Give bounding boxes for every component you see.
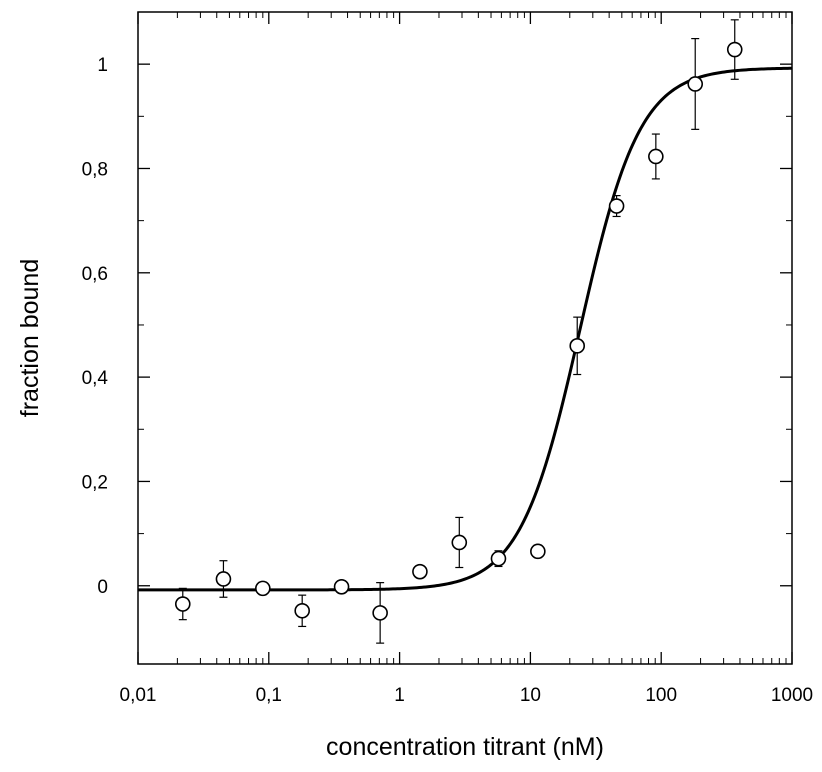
plot-frame xyxy=(137,11,793,665)
data-point xyxy=(569,338,586,354)
data-point xyxy=(530,543,546,560)
x-tick-label: 10 xyxy=(520,685,541,706)
data-point xyxy=(174,596,191,612)
data-point xyxy=(372,605,388,621)
data-point xyxy=(255,580,271,597)
x-axis-label: concentration titrant (nM) xyxy=(326,733,604,761)
data-point xyxy=(687,76,704,92)
y-tick-label: 0,8 xyxy=(82,159,108,180)
y-tick-label: 0,6 xyxy=(82,264,108,285)
x-tick-label: 1 xyxy=(394,685,405,706)
data-point xyxy=(412,563,428,580)
data-points xyxy=(174,19,743,644)
x-tick-label: 1000 xyxy=(771,685,813,706)
data-point xyxy=(294,602,310,619)
data-point xyxy=(608,198,625,214)
x-tick-label: 0,01 xyxy=(120,685,157,706)
y-tick-label: 1 xyxy=(97,55,108,76)
data-point xyxy=(451,534,468,551)
data-point xyxy=(215,571,232,587)
y-axis-label: fraction bound xyxy=(16,259,44,417)
y-tick-label: 0,4 xyxy=(82,368,109,389)
data-point xyxy=(490,550,507,567)
y-axis-ticks: 0 0,2 0,4 0,6 0,8 1 xyxy=(82,55,792,598)
data-point xyxy=(333,579,350,595)
data-point xyxy=(726,41,743,58)
data-point xyxy=(648,148,664,165)
y-tick-label: 0 xyxy=(97,577,108,598)
x-tick-label: 100 xyxy=(645,685,677,706)
x-axis-ticks: 0,01 0,1 1 10 100 1000 xyxy=(120,12,813,706)
x-tick-label: 0,1 xyxy=(256,685,282,706)
fit-curve xyxy=(138,66,793,592)
y-tick-label: 0,2 xyxy=(82,472,108,493)
